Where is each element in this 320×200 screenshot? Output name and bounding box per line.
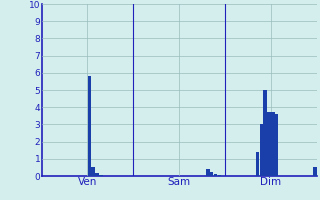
Bar bbox=[271, 112, 275, 176]
Bar bbox=[260, 124, 263, 176]
Bar bbox=[267, 112, 271, 176]
Bar bbox=[313, 167, 316, 176]
Bar bbox=[206, 169, 210, 176]
Bar bbox=[256, 152, 259, 176]
Bar bbox=[92, 167, 95, 176]
Bar bbox=[263, 90, 267, 176]
Bar bbox=[218, 175, 221, 176]
Bar bbox=[95, 173, 99, 176]
Bar bbox=[99, 175, 103, 176]
Bar bbox=[88, 76, 91, 176]
Bar bbox=[214, 174, 217, 176]
Bar bbox=[275, 114, 278, 176]
Bar bbox=[210, 172, 213, 176]
